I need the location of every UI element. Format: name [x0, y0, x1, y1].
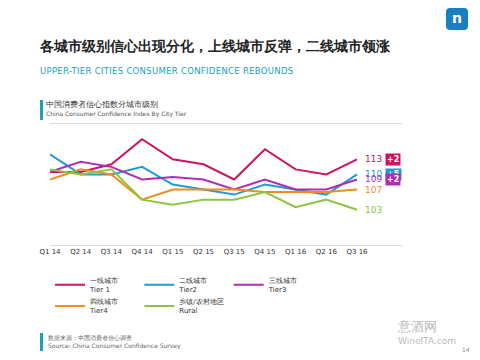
- html-text:WineITA.com: WineITA.com: [398, 336, 456, 346]
- svg-text:Q3 16: Q3 16: [346, 248, 368, 256]
- svg-text:Q2 16: Q2 16: [316, 248, 338, 256]
- svg-text:+2: +2: [387, 155, 399, 164]
- html-text:China Consumer Confidence Inde: China Consumer Confidence Index By City …: [46, 110, 187, 117]
- html-text:意酒网: 意酒网: [398, 319, 437, 334]
- svg-text:109: 109: [365, 174, 382, 184]
- html-text:各城市级别信心出现分化，上线城市反弹，二线城市领涨: 各城市级别信心出现分化，上线城市反弹，二线城市领涨: [40, 38, 390, 54]
- html-text:中国消费者信心指数分城市级别: 中国消费者信心指数分城市级别: [46, 100, 158, 109]
- svg-text:二线城市Tier2: 二线城市Tier2: [178, 277, 207, 294]
- svg-text:110: 110: [365, 169, 382, 179]
- html-text:n: n: [452, 10, 462, 26]
- html-text:UPPER-TIER CITIES CONSUMER CON: UPPER-TIER CITIES CONSUMER CONFIDENCE RE…: [40, 66, 294, 76]
- svg-text:Q1 16: Q1 16: [285, 248, 307, 256]
- svg-text:Q1 14: Q1 14: [39, 248, 61, 256]
- svg-text:Q4 14: Q4 14: [132, 248, 154, 256]
- html-text:Source: China Consumer Confide: Source: China Consumer Confidence Survey: [48, 342, 181, 349]
- svg-text:Q3 14: Q3 14: [101, 248, 123, 256]
- html-text:14: 14: [462, 346, 470, 353]
- svg-text:Q4 15: Q4 15: [254, 248, 275, 256]
- svg-text:Q2 14: Q2 14: [70, 248, 92, 256]
- svg-text:+5: +5: [387, 170, 400, 179]
- svg-text:113: 113: [365, 154, 382, 164]
- html-text:数据来源：中国消费者信心调查: 数据来源：中国消费者信心调查: [48, 334, 132, 341]
- svg-text:Q3 15: Q3 15: [224, 248, 245, 256]
- svg-text:Q2 15: Q2 15: [193, 248, 214, 256]
- svg-text:一线城市Tier 1: 一线城市Tier 1: [89, 277, 118, 294]
- svg-text:三线城市Tier3: 三线城市Tier3: [268, 277, 297, 294]
- svg-text:Q1 15: Q1 15: [162, 248, 183, 256]
- svg-text:四线城市Tier4: 四线城市Tier4: [89, 298, 118, 315]
- svg-text:乡镇/农村地区Rural: 乡镇/农村地区Rural: [179, 298, 223, 315]
- svg-text:+2: +2: [387, 175, 399, 184]
- svg-text:107: 107: [365, 185, 382, 195]
- svg-text:103: 103: [365, 205, 382, 215]
